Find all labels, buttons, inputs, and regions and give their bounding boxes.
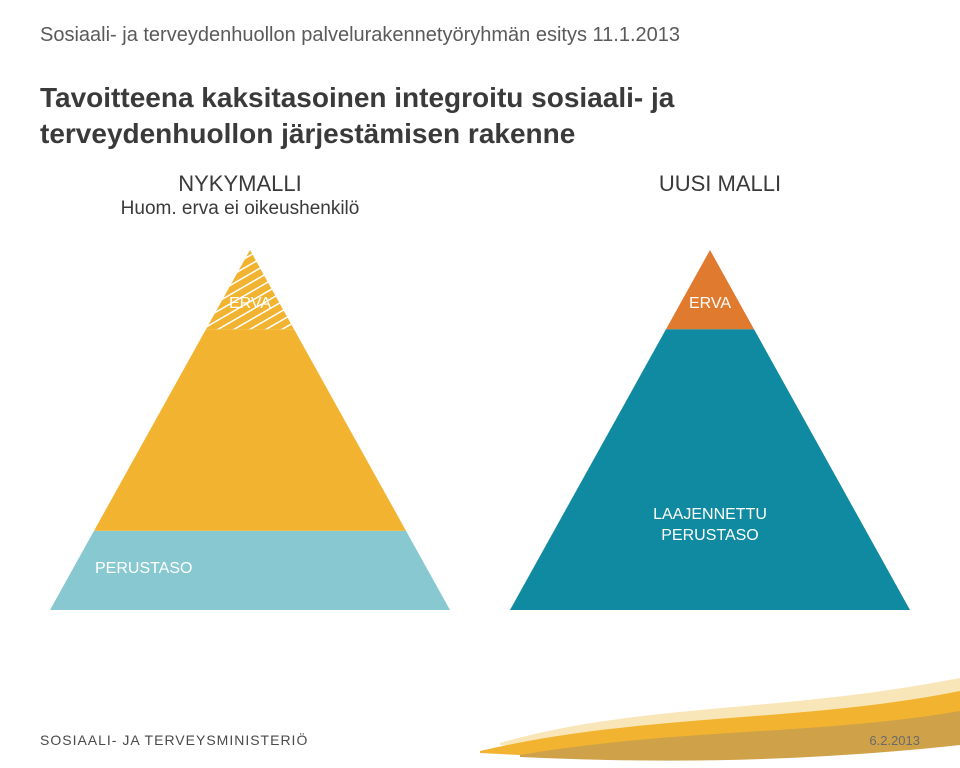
superheader: Sosiaali- ja terveydenhuollon palvelurak… xyxy=(40,24,680,47)
left-column-header-block: NYKYMALLI Huom. erva ei oikeushenkilö xyxy=(0,170,480,220)
footer-waves-svg xyxy=(0,673,960,768)
left-base-label: PERUSTASO xyxy=(95,560,295,578)
right-column-header: UUSI MALLI xyxy=(480,170,960,198)
right-base-label-line2: PERUSTASO xyxy=(661,527,759,544)
right-triangle: ERVA LAAJENNETTU PERUSTASO xyxy=(510,250,910,610)
left-apex-label: ERVA xyxy=(50,295,450,313)
title-line-2: terveydenhuollon järjestämisen rakenne xyxy=(40,118,575,149)
triangles-area: ERVA ESH PERUSTASO ERVA xyxy=(0,250,960,630)
left-mid-label: ESH xyxy=(110,410,230,428)
right-apex-label: ERVA xyxy=(510,295,910,313)
left-triangle: ERVA ESH PERUSTASO xyxy=(50,250,450,610)
left-apex-band xyxy=(50,250,450,329)
right-apex-band xyxy=(510,250,910,329)
left-column-header: NYKYMALLI xyxy=(0,170,480,198)
ministry-name: SOSIAALI- JA TERVEYSMINISTERIÖ xyxy=(40,732,308,748)
footer-date: 6.2.2013 xyxy=(869,733,920,748)
left-mid-band xyxy=(50,329,450,531)
right-base-label: LAAJENNETTU PERUSTASO xyxy=(510,505,910,547)
slide: Sosiaali- ja terveydenhuollon palvelurak… xyxy=(0,0,960,768)
right-column-header-block: UUSI MALLI xyxy=(480,170,960,220)
column-headers: NYKYMALLI Huom. erva ei oikeushenkilö UU… xyxy=(0,170,960,220)
footer: SOSIAALI- JA TERVEYSMINISTERIÖ 6.2.2013 xyxy=(0,673,960,768)
right-body-band xyxy=(510,329,910,610)
left-column-subheader: Huom. erva ei oikeushenkilö xyxy=(0,198,480,220)
title-line-1: Tavoitteena kaksitasoinen integroitu sos… xyxy=(40,82,674,113)
right-base-label-line1: LAAJENNETTU xyxy=(653,506,767,523)
slide-title: Tavoitteena kaksitasoinen integroitu sos… xyxy=(40,80,920,153)
